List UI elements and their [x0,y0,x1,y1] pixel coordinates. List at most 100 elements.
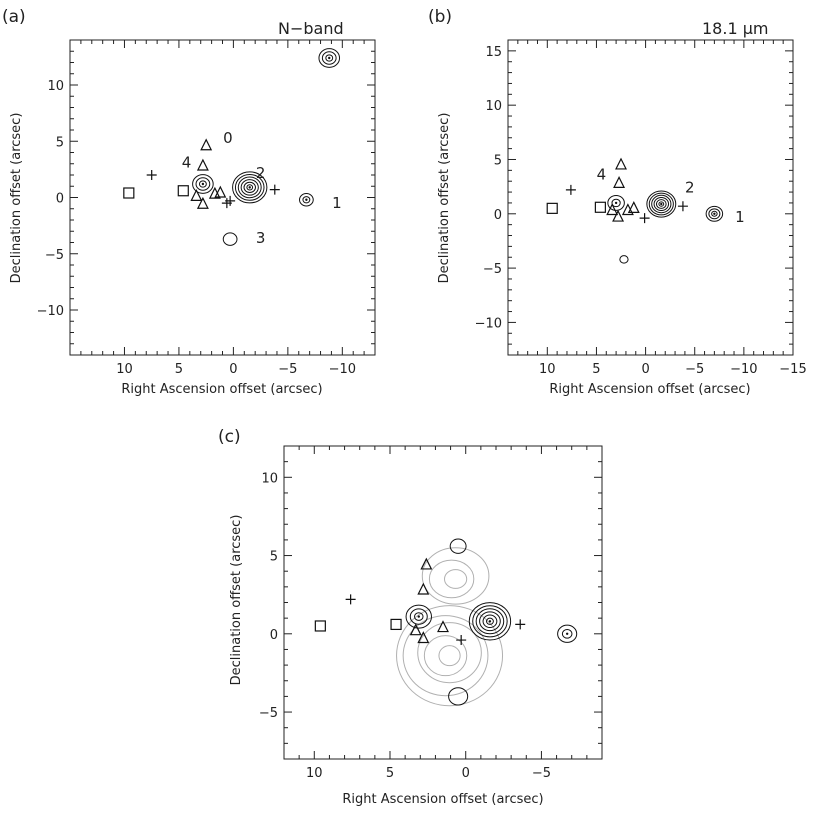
panel-c-square-marker [390,618,402,631]
panel-c-north-blob-contour [449,538,467,554]
panel-b-band-label: 18.1 μm [702,19,768,38]
panel-c-triangle-marker [417,582,430,595]
panel-a-source-3-contour [222,232,238,246]
panel-b-source-2-peak [660,202,663,206]
panel-a-xlabel: Right Ascension offset (arcsec) [121,382,322,397]
panel-b-ytick-label: 10 [485,99,502,114]
panel-a-source-2-contour [240,179,259,196]
panel-c-source-2-contour [485,617,494,625]
panel-c: (c) 10 5 0 −5 10 5 0 −5 Right Ascension offset … [218,427,603,807]
panel-a-ytick-label: 5 [56,135,64,150]
panel-c-gas-main-contour [402,615,489,697]
panel-b-triangle-marker [615,157,627,170]
panel-a-triangle-marker [208,186,221,199]
panel-c-xtick-label: 10 [306,766,323,781]
panel-c-source-4-contour [409,608,428,625]
panel-b-source-2-contour [653,196,670,212]
panel-b-marks: 10 5 0 −5 −10 −15 15 10 5 0 −5 −10 1 2 4 [475,39,807,377]
panel-b-ylabel: Declination offset (arcsec) [437,113,452,284]
panel-b-source-2-contour [651,194,672,214]
panel-c-marks: 10 5 0 −5 10 5 0 −5 [259,445,603,781]
panel-b-xtick-label: −10 [730,362,757,377]
panel-b-source-2-contour [646,190,677,218]
panel-b-source-1-contour [711,210,718,217]
panel-b-source-2-contour [658,201,665,207]
panel-a-top-source-contour [321,51,337,65]
panel-c-ytick-label: 5 [270,550,278,565]
panel-a-source-1-peak [305,198,308,201]
panel-a-source-2-peak [248,186,251,189]
panel-a-source-2-contour [243,181,256,194]
panel-a-source-2-contour [234,173,265,201]
panel-c-source-1-contour [561,628,573,639]
panel-c-source-1-contour [557,624,578,643]
panel-c-ylabel: Declination offset (arcsec) [229,515,244,686]
panel-b-ytick-label: −10 [475,316,502,331]
panel-c-source-2-contour [475,608,505,635]
panel-a-ytick-label: 10 [47,79,64,94]
panel-c-xtick-label: 0 [462,766,470,781]
panel-c-gas-main-contour [423,635,468,677]
panel-a-source-1-contour [299,193,314,207]
panel-c-source-4-contour [414,612,424,621]
panel-a-letter: (a) [2,7,26,27]
panel-c-triangle-marker [417,631,430,644]
panel-c-source-2-peak [488,620,492,623]
panel-c-source-2-contour [472,605,508,638]
panel-b-faint-south-contour [619,255,629,264]
panel-c-ytick-label: 10 [261,471,278,486]
panel-c-south-blob-contour [448,687,469,706]
panel-c-xtick-label: −5 [532,766,551,781]
panel-c-xlabel: Right Ascension offset (arcsec) [342,792,543,807]
panel-a-source-1-contour [302,196,311,204]
panel-a-top-source-peak [328,56,331,60]
panel-b-ytick-label: 0 [494,208,502,223]
panel-b-source-1-contour [705,205,724,222]
panel-b-source-2-contour [648,192,674,216]
panel-a-source-label-3: 3 [256,229,266,247]
panel-b-source-4-peak [614,201,618,205]
panel-b-source-1-contour [708,208,721,220]
panel-a-source-4-contour [192,174,214,194]
panel-c-triangle-marker [420,557,433,570]
panel-a-square-marker [123,187,135,199]
panel-b-xtick-label: 0 [641,362,649,377]
panel-c-gas-main-contour [396,605,504,707]
panel-a-marks: 10 5 0 −5 −10 10 5 0 −5 −10 1 2 3 4 0 [37,39,376,377]
panel-b-source-label-1: 1 [735,208,745,226]
panel-b-triangle-marker [621,203,634,216]
panel-b-source-1-peak [713,212,716,215]
panel-c-source-4-contour [405,604,432,629]
panel-b-triangle-marker [606,203,619,216]
panel-c-source-2-contour [479,611,501,632]
panel-c-xtick-label: 5 [386,766,394,781]
panel-b-cross-marker [565,184,576,195]
panel-b-source-label-2: 2 [685,179,695,197]
panel-a-source-2-contour [246,184,254,191]
panel-b-ytick-label: 15 [485,45,502,60]
panel-c-gas-main-contour [417,622,482,684]
panel-b-source-4-contour [611,198,621,208]
panel-b-letter: (b) [428,7,452,27]
panel-a-source-4-peak [201,182,205,186]
panel-c-cross-marker [345,594,356,605]
panel-c-source-2-contour [482,614,498,629]
panel-c-letter: (c) [218,427,241,447]
panel-c-triangle-marker [437,620,449,633]
panel-c-gas-north-contour [421,547,490,605]
panel-a-source-4-contour [198,180,207,188]
panel-b-frame [507,39,794,356]
panel-b-xtick-label: 5 [592,362,600,377]
panel-a-source-2-contour [232,171,268,204]
panel-a-triangle-marker [214,185,227,198]
panel-a-cross-marker [269,184,280,195]
panel-b-cross-marker [677,201,688,212]
panel-b-source-4-contour [607,194,625,211]
panel-c-square-marker [314,620,326,632]
panel-c-triangle-marker [409,623,422,636]
panel-a-square-marker [177,185,189,197]
panel-a-xtick-label: −5 [278,362,297,377]
panel-a-xtick-label: 10 [116,362,133,377]
panel-a-source-4-contour [195,177,211,191]
